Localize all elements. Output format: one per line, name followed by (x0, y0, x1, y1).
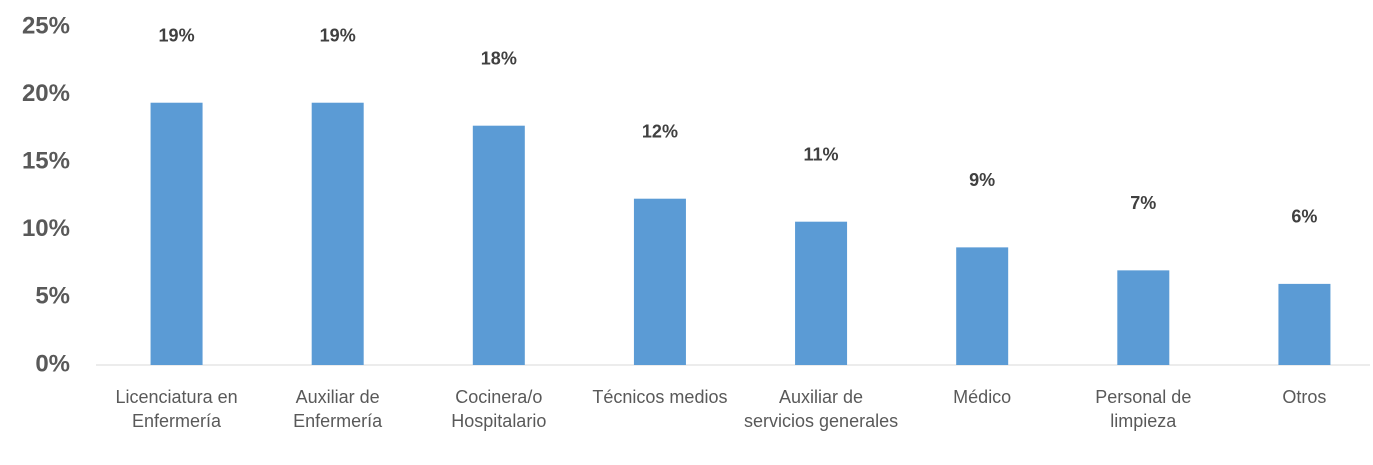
bar (956, 247, 1009, 365)
x-tick-label: Otros (1282, 387, 1327, 407)
value-label: 11% (804, 144, 839, 164)
y-tick-label: 15% (22, 148, 70, 175)
value-label: 19% (159, 25, 195, 45)
y-tick-label: 0% (35, 350, 70, 377)
x-tick-label: Auxiliar de Enfermería (293, 387, 383, 431)
bar (795, 221, 848, 365)
value-label: 6% (1291, 207, 1317, 227)
y-tick-label: 5% (35, 283, 70, 310)
x-tick-label: Auxiliar de servicios generales (744, 387, 899, 431)
bar (1117, 270, 1170, 365)
bar (150, 102, 203, 365)
x-tick-label: Médico (953, 387, 1012, 407)
value-label: 19% (320, 25, 356, 45)
y-tick-label: 20% (22, 80, 70, 107)
y-tick-label: 10% (22, 215, 70, 242)
bar (633, 198, 686, 365)
x-tick-label: Cocinera/o Hospitalario (451, 387, 547, 431)
bar (311, 102, 364, 365)
y-tick-label: 25% (22, 12, 70, 39)
x-tick-label: Técnicos medios (592, 387, 728, 407)
value-label: 9% (969, 170, 995, 190)
x-tick-label: Personal de limpieza (1095, 387, 1192, 431)
bar (472, 125, 525, 365)
x-tick-label: Licenciatura en Enfermería (115, 387, 238, 431)
value-label: 18% (481, 48, 517, 68)
bar (1278, 283, 1331, 365)
value-label: 7% (1130, 193, 1156, 213)
value-label: 12% (642, 121, 678, 141)
